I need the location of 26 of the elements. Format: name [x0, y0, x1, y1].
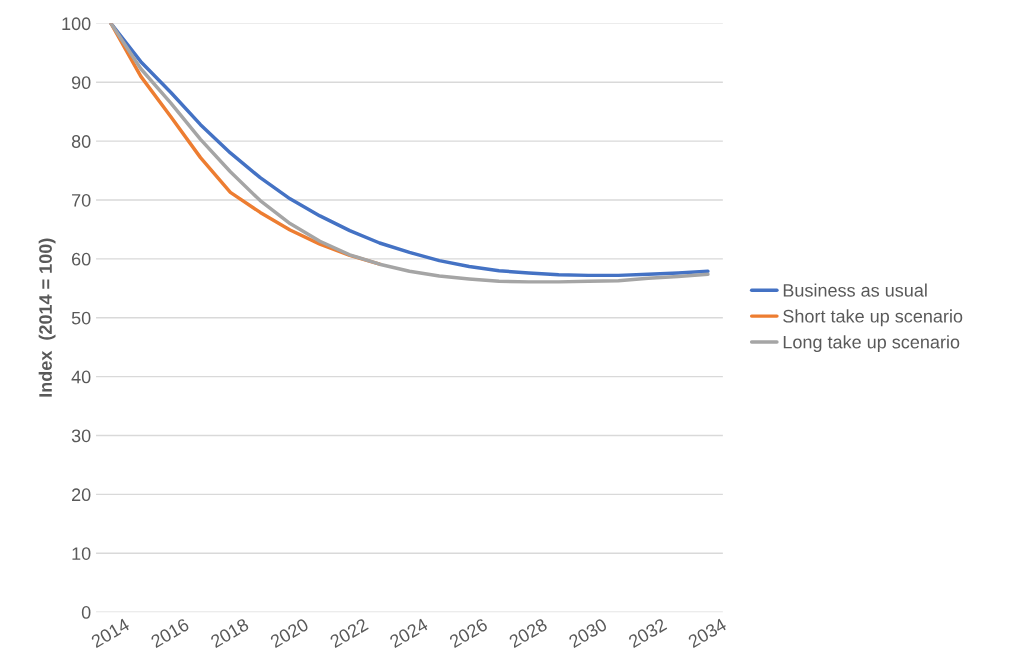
- y-tick-label: 10: [72, 547, 91, 560]
- y-tick-label: 50: [71, 311, 91, 325]
- x-tick-label: 2026: [448, 617, 489, 649]
- legend-label: Short take up scenario: [783, 309, 963, 327]
- x-tick-label: 2014: [90, 617, 131, 649]
- y-tick-label: 60: [72, 252, 91, 266]
- y-tick-label: 40: [71, 370, 91, 384]
- y-tick-label: 90: [71, 76, 91, 90]
- x-tick-label: 2032: [627, 617, 668, 649]
- x-tick-label: 2030: [567, 617, 608, 649]
- x-tick-label: 2020: [269, 617, 310, 649]
- y-tick-label: 100: [62, 17, 91, 31]
- y-tick-label: 80: [71, 135, 91, 148]
- y-axis-title: Index (2014 = 100): [38, 238, 56, 397]
- y-tick-label: 20: [72, 488, 91, 502]
- y-tick-label: 0: [81, 606, 91, 619]
- legend-label: Business as usual: [783, 283, 927, 297]
- x-tick-label: 2028: [508, 617, 548, 649]
- x-tick-label: 2024: [388, 617, 429, 649]
- y-tick-label: 30: [71, 429, 91, 443]
- legend-label: Long take up scenario: [783, 335, 960, 353]
- x-tick-label: 2018: [209, 617, 250, 649]
- x-tick-label: 2016: [150, 617, 190, 649]
- x-tick-label: 2022: [329, 617, 369, 649]
- x-tick-label: 2034: [687, 617, 728, 649]
- y-tick-label: 70: [72, 193, 91, 207]
